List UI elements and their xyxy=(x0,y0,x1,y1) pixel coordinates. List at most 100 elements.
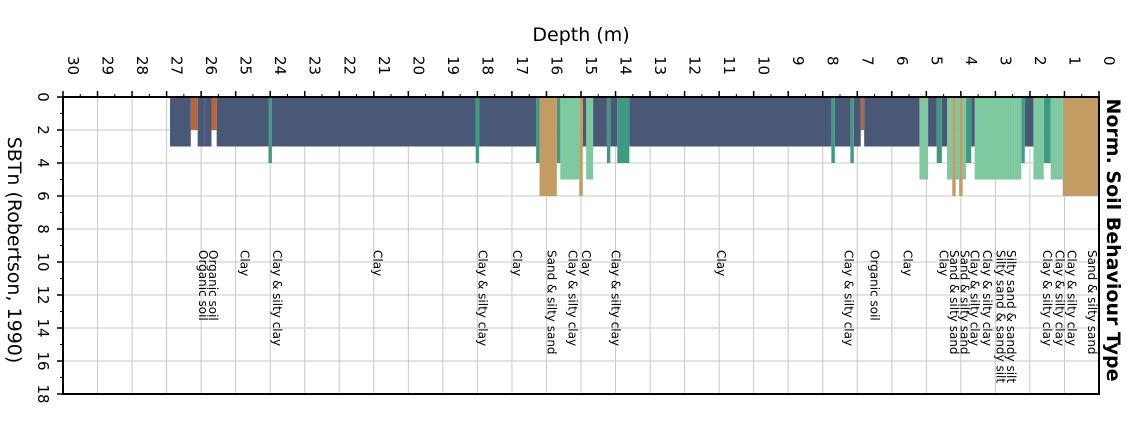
soil-label: Clay xyxy=(579,250,593,276)
x-tick-label: 15 xyxy=(582,56,600,75)
soil-label: Clay xyxy=(510,250,524,276)
soil-label: Sand & silty sand xyxy=(947,250,961,355)
soil-label: Sand & silty sand xyxy=(957,250,971,355)
y-tick-label: 4 xyxy=(34,158,52,168)
sbt-bar xyxy=(941,97,948,147)
x-tick-label: 30 xyxy=(64,56,82,75)
sbt-bar xyxy=(593,97,607,147)
sbt-bar xyxy=(860,97,865,130)
soil-label: Clay & silty clay xyxy=(1052,250,1066,346)
x-tick-label: 1 xyxy=(1065,56,1083,66)
x-tick-label: 29 xyxy=(99,56,117,75)
soil-label: Clay xyxy=(900,250,914,276)
sbt-bar xyxy=(170,97,191,147)
soil-label: Clay & silty clay xyxy=(842,250,856,346)
x-tick-label: 18 xyxy=(478,56,496,75)
y-tick-label: 0 xyxy=(34,92,52,102)
x-tick-label: 22 xyxy=(340,56,358,75)
sbt-bar xyxy=(190,97,198,130)
soil-label: Clay & silty clay xyxy=(476,250,490,346)
x-tick-label: 24 xyxy=(271,56,289,75)
x-tick-label: 14 xyxy=(617,56,635,75)
x-tick-label: 28 xyxy=(133,56,151,75)
sbt-bar xyxy=(971,97,975,147)
x-tick-label: 3 xyxy=(996,56,1014,66)
sbt-bar xyxy=(606,97,611,163)
sbt-bar xyxy=(919,97,929,180)
soil-label: Clay xyxy=(714,250,728,276)
x-axis-ticks: 30 29 28 27 26 25 24 23 22 21 20 19 18 17 16 15 14 13 12 11… xyxy=(62,56,1118,97)
x-tick-label: 13 xyxy=(651,56,669,75)
sbt-bar xyxy=(1062,97,1099,196)
x-axis-title: Depth (m) xyxy=(532,24,629,46)
soil-label: Silty sand & sandy silt xyxy=(994,250,1008,383)
sbt-bar xyxy=(479,97,537,147)
x-tick-label: 23 xyxy=(306,56,324,75)
soil-label: Clay xyxy=(370,250,384,276)
sbt-bar xyxy=(586,97,594,180)
sbt-bar xyxy=(966,97,972,163)
y-axis-ticks: 0 2 4 6 8 10 12 14 16 18 xyxy=(34,92,63,404)
sbt-bar xyxy=(955,97,960,180)
sbt-bar xyxy=(959,97,963,196)
sbt-bar xyxy=(834,97,851,147)
sbt-bar xyxy=(197,97,205,147)
sbt-bar xyxy=(831,97,835,163)
x-tick-label: 6 xyxy=(893,56,911,66)
x-tick-label: 27 xyxy=(168,56,186,75)
y-tick-label: 18 xyxy=(34,384,52,403)
sbt-bar xyxy=(850,97,854,163)
x-tick-label: 5 xyxy=(927,56,945,66)
x-tick-label: 26 xyxy=(202,56,220,75)
y-tick-label: 14 xyxy=(34,318,52,337)
x-tick-label: 20 xyxy=(409,56,427,75)
sbt-bar xyxy=(582,97,587,147)
sbt-bars xyxy=(170,97,1099,196)
x-tick-label: 10 xyxy=(755,56,773,75)
x-tick-label: 17 xyxy=(513,56,531,75)
x-tick-label: 4 xyxy=(962,56,980,66)
sbt-bar xyxy=(579,97,583,196)
y-axis-title: SBTn (Robertson, 1990) xyxy=(3,137,25,364)
soil-label: Organic soil xyxy=(206,250,220,321)
x-tick-label: 8 xyxy=(824,56,842,66)
soil-label: Clay & silty clay xyxy=(968,250,982,346)
sbt-bar xyxy=(974,97,1015,180)
soil-label: Clay & silty clay xyxy=(1064,250,1078,346)
x-tick-label: 9 xyxy=(789,56,807,66)
sbt-bar xyxy=(539,97,557,196)
x-tick-label: 19 xyxy=(444,56,462,75)
sbt-bar xyxy=(475,97,480,163)
soil-label: Organic soil xyxy=(196,250,210,321)
sbt-bar xyxy=(629,97,832,147)
soil-label: Clay xyxy=(237,250,251,276)
x-tick-label: 12 xyxy=(686,56,704,75)
sbt-bar xyxy=(952,97,956,196)
x-tick-label: 16 xyxy=(547,56,565,75)
y-tick-label: 8 xyxy=(34,224,52,234)
sbt-bar xyxy=(268,97,272,163)
soil-label: Organic soil xyxy=(868,250,882,321)
sbt-bar xyxy=(271,97,476,147)
sbt-bar xyxy=(928,97,937,147)
y-tick-label: 2 xyxy=(34,125,52,135)
y-tick-label: 12 xyxy=(34,285,52,304)
sbt-bar xyxy=(560,97,580,180)
x-tick-label: 21 xyxy=(375,56,393,75)
sbt-bar xyxy=(617,97,630,163)
sbt-bar xyxy=(1021,97,1025,163)
chart-title: Norm. Soil Behaviour Type xyxy=(1102,98,1124,381)
sbt-bar xyxy=(1014,97,1022,180)
sbt-bar xyxy=(864,97,920,147)
sbt-bar xyxy=(1050,97,1063,180)
soil-label: Sand & silty sand xyxy=(545,250,559,355)
sbt-bar xyxy=(853,97,861,147)
sbt-bar xyxy=(536,97,540,163)
sbt-bar xyxy=(936,97,942,163)
soil-label: Clay & silty clay xyxy=(609,250,623,346)
soil-label: Clay xyxy=(937,250,951,276)
x-tick-label: 2 xyxy=(1031,56,1049,66)
